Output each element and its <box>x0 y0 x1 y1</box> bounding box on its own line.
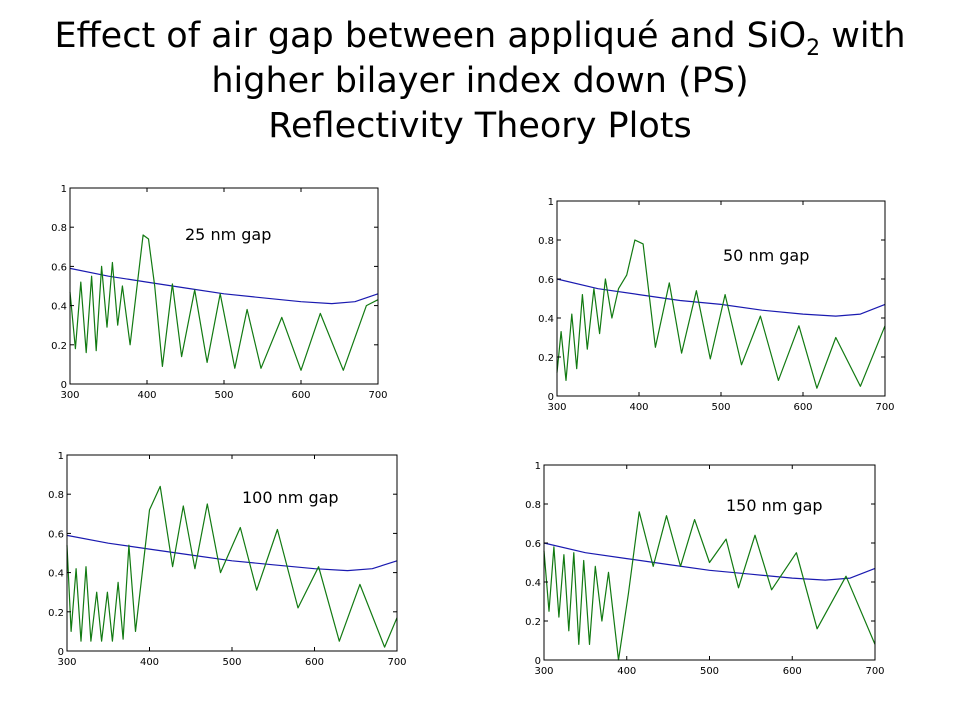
plot-2-ytick-label: 0 <box>58 647 64 658</box>
plot-0-gap-annotation: 25 nm gap <box>185 225 271 244</box>
plot-3-ytick-label: 0.6 <box>525 539 541 550</box>
plot-3-xtick-label: 600 <box>783 666 802 677</box>
plot-3-series-smooth-line <box>543 542 876 581</box>
plot-3-ytick-label: 0.2 <box>525 617 541 628</box>
plot-2-xtick-label: 300 <box>57 657 76 668</box>
plot-3-ytick-label: 0.8 <box>525 500 541 511</box>
plot-2-gap-annotation: 100 nm gap <box>242 488 339 507</box>
plot-2-ytick-label: 0.2 <box>48 608 64 619</box>
plot-2-axes-frame <box>66 454 398 652</box>
plot-1-ytick-label: 0.8 <box>538 236 554 247</box>
plot-150nm-gap: 0 0.2 0.4 0.6 0.8 1 300 400 500 600 700 150 nm gap <box>525 461 884 677</box>
plot-3-ytick-label: 1 <box>535 461 541 472</box>
plot-3-xtick-label: 400 <box>617 666 636 677</box>
slide-title: Effect of air gap between appliqué and S… <box>0 14 960 149</box>
plot-0-ytick-label: 1 <box>61 184 67 195</box>
plot-1-gap-annotation: 50 nm gap <box>723 246 809 265</box>
plot-1-series-oscillating-line <box>556 239 886 389</box>
plot-0-ytick-label: 0.4 <box>51 302 67 313</box>
plot-0-xtick-label: 600 <box>291 390 310 401</box>
title-line-3: Reflectivity Theory Plots <box>268 106 692 146</box>
plot-3-ytick-label: 0.4 <box>525 578 541 589</box>
plot-3-xtick-label: 700 <box>865 666 884 677</box>
plot-2-ytick-label: 1 <box>58 451 64 462</box>
plot-100nm-gap: 0 0.2 0.4 0.6 0.8 1 300 400 500 600 700 100 nm gap <box>48 451 406 668</box>
plot-3-series-oscillating-line <box>543 511 876 661</box>
plot-1-xtick-label: 600 <box>793 402 812 413</box>
title-line-1: Effect of air gap between appliqué and S… <box>54 16 906 61</box>
plot-1-ytick-label: 1 <box>548 197 554 208</box>
plot-0-xtick-label: 400 <box>137 390 156 401</box>
plot-3-xtick-label: 300 <box>534 666 553 677</box>
plot-0-ytick-label: 0.6 <box>51 262 67 273</box>
plot-0-axes-frame <box>69 187 379 385</box>
plot-2-series-oscillating-line <box>66 485 398 648</box>
plot-1-axes-frame <box>556 200 886 397</box>
plot-3-ytick-label: 0 <box>535 656 541 667</box>
plot-0-xtick-label: 300 <box>60 390 79 401</box>
plot-2-series-smooth-line <box>66 534 398 572</box>
plot-50nm-gap: 0 0.2 0.4 0.6 0.8 1 300 400 500 600 700 50 nm gap <box>538 197 894 413</box>
plot-2-ytick-label: 0.6 <box>48 529 64 540</box>
plot-0-ytick-label: 0 <box>61 380 67 391</box>
plot-2-xtick-label: 700 <box>387 657 406 668</box>
plot-1-xtick-label: 700 <box>875 402 894 413</box>
plot-0-xtick-label: 500 <box>214 390 233 401</box>
plot-2-xtick-label: 500 <box>222 657 241 668</box>
plot-1-ytick-label: 0.6 <box>538 275 554 286</box>
title-line-2: higher bilayer index down (PS) <box>211 61 749 101</box>
plot-3-gap-annotation: 150 nm gap <box>726 496 823 515</box>
plot-1-ytick-label: 0.4 <box>538 314 554 325</box>
plot-0-series-smooth-line <box>69 267 379 305</box>
plot-1-ytick-label: 0.2 <box>538 353 554 364</box>
plot-1-xtick-label: 500 <box>711 402 730 413</box>
plot-1-xtick-label: 300 <box>547 402 566 413</box>
plot-0-xtick-label: 700 <box>368 390 387 401</box>
plot-2-ytick-label: 0.4 <box>48 569 64 580</box>
plot-0-series-oscillating-line <box>69 234 379 371</box>
plot-2-ytick-label: 0.8 <box>48 490 64 501</box>
plot-1-xtick-label: 400 <box>629 402 648 413</box>
plot-0-ytick-label: 0.8 <box>51 223 67 234</box>
plot-1-series-smooth-line <box>556 278 886 317</box>
plot-2-xtick-label: 400 <box>140 657 159 668</box>
plot-1-ytick-label: 0 <box>548 392 554 403</box>
plot-0-ytick-label: 0.2 <box>51 341 67 352</box>
plot-25nm-gap: 0 0.2 0.4 0.6 0.8 1 300 400 500 600 700 25 nm gap <box>51 184 387 401</box>
plot-2-xtick-label: 600 <box>305 657 324 668</box>
plot-3-xtick-label: 500 <box>700 666 719 677</box>
